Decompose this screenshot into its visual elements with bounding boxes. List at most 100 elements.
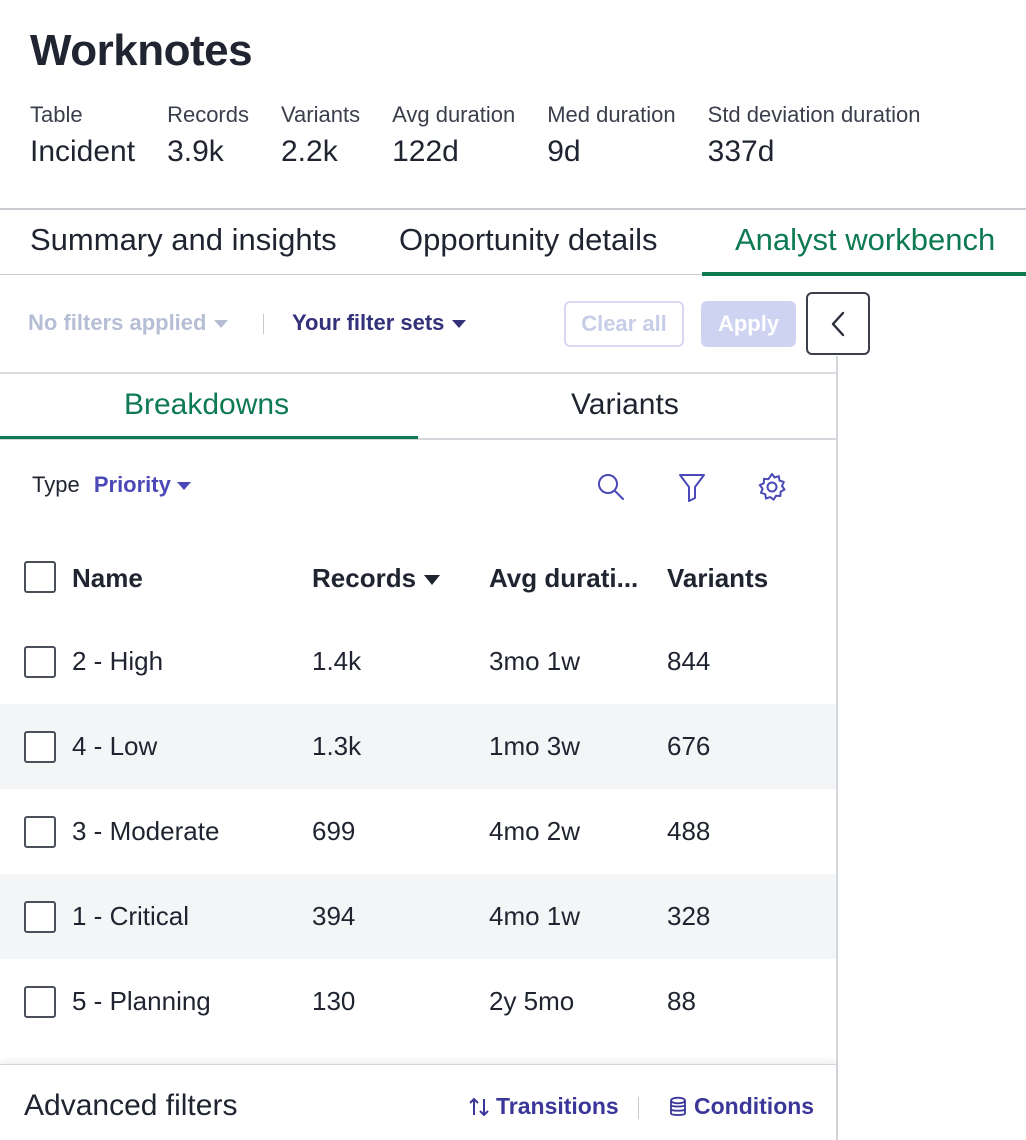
cell-name: 4 - Low	[72, 731, 158, 761]
row-checkbox[interactable]	[24, 901, 56, 933]
breakdown-table: Name Records Avg durati... Variants 2 - …	[0, 535, 836, 1044]
stat-variants: Variants 2.2k	[281, 100, 360, 172]
database-icon	[670, 1096, 686, 1116]
active-tab-indicator	[702, 272, 1026, 276]
filter-icon	[679, 474, 705, 502]
sort-desc-icon	[424, 575, 441, 586]
conditions-link[interactable]: Conditions	[668, 1093, 814, 1120]
filter-button[interactable]	[675, 470, 709, 504]
table-header: Name Records Avg durati... Variants	[0, 535, 836, 619]
type-label: Type	[32, 472, 80, 497]
cell-records: 1.4k	[312, 646, 362, 676]
cell-variants: 488	[667, 816, 711, 846]
cell-name: 1 - Critical	[72, 901, 190, 931]
table-row[interactable]: 1 - Critical 394 4mo 1w 328	[0, 874, 836, 959]
stat-std-duration: Std deviation duration 337d	[708, 100, 921, 172]
table-row[interactable]: 3 - Moderate 699 4mo 2w 488	[0, 789, 836, 874]
cell-variants: 676	[667, 731, 711, 761]
chevron-left-icon	[831, 311, 845, 336]
stats-bar: Table Incident Records 3.9k Variants 2.2…	[30, 100, 920, 172]
column-header-records[interactable]: Records	[312, 563, 441, 594]
stat-label: Variants	[281, 102, 361, 127]
sub-tabs: Breakdowns Variants	[0, 374, 836, 440]
cell-avg-duration: 4mo 1w	[489, 901, 581, 931]
divider	[263, 314, 264, 334]
caret-down-icon	[214, 320, 229, 329]
filter-bar: No filters applied Your filter sets Clea…	[0, 276, 836, 374]
cell-name: 3 - Moderate	[72, 816, 220, 846]
panel-divider	[836, 356, 838, 1140]
type-dropdown[interactable]: Priority	[94, 472, 191, 497]
column-header-avg-duration[interactable]: Avg durati...	[489, 563, 639, 593]
stat-value: 122d	[392, 135, 459, 168]
stat-label: Avg duration	[392, 102, 516, 127]
stat-value: Incident	[30, 135, 136, 168]
filter-sets-label: Your filter sets	[292, 310, 445, 335]
table-row[interactable]: 2 - High 1.4k 3mo 1w 844	[0, 619, 836, 704]
stat-med-duration: Med duration 9d	[547, 100, 675, 172]
cell-avg-duration: 1mo 3w	[489, 731, 581, 761]
table-row[interactable]: 4 - Low 1.3k 1mo 3w 676	[0, 704, 836, 789]
stat-label: Table	[30, 102, 83, 127]
search-icon	[598, 474, 624, 500]
no-filters-dropdown[interactable]: No filters applied	[28, 310, 229, 336]
type-selector: Type Priority	[32, 472, 191, 498]
stat-table: Table Incident	[30, 100, 135, 172]
cell-records: 1.3k	[312, 731, 362, 761]
settings-button[interactable]	[755, 470, 789, 504]
row-checkbox[interactable]	[24, 731, 56, 763]
cell-variants: 844	[667, 646, 711, 676]
tab-variants[interactable]: Variants	[571, 388, 679, 421]
active-subtab-indicator	[0, 436, 418, 439]
stat-avg-duration: Avg duration 122d	[392, 100, 515, 172]
select-all-checkbox[interactable]	[24, 561, 56, 593]
no-filters-label: No filters applied	[28, 310, 207, 335]
column-header-name[interactable]: Name	[72, 563, 143, 593]
advanced-filters-bar: Advanced filters Transitions Conditions	[0, 1064, 836, 1140]
stat-value: 337d	[707, 135, 775, 168]
tab-summary-and-insights[interactable]: Summary and insights	[30, 222, 337, 257]
stat-label: Records	[167, 102, 249, 127]
divider	[638, 1097, 639, 1119]
clear-all-button[interactable]: Clear all	[564, 301, 684, 347]
cell-records: 130	[312, 986, 356, 1016]
cell-records: 394	[312, 901, 356, 931]
transitions-label: Transitions	[496, 1093, 619, 1119]
search-button[interactable]	[594, 470, 628, 504]
stat-value: 2.2k	[281, 135, 338, 168]
tab-breakdowns[interactable]: Breakdowns	[124, 388, 290, 421]
transitions-link[interactable]: Transitions	[468, 1093, 619, 1120]
type-value: Priority	[93, 472, 171, 497]
cell-name: 2 - High	[72, 646, 164, 676]
cell-records: 699	[312, 816, 356, 846]
advanced-filters-title[interactable]: Advanced filters	[24, 1089, 238, 1122]
stat-records: Records 3.9k	[167, 100, 249, 172]
stat-value: 9d	[547, 135, 581, 168]
page-title: Worknotes	[30, 26, 253, 75]
main-tabs: Summary and insights Opportunity details…	[0, 208, 1026, 276]
cell-variants: 88	[667, 986, 696, 1016]
column-header-variants[interactable]: Variants	[667, 563, 769, 593]
caret-down-icon	[452, 320, 467, 329]
row-checkbox[interactable]	[24, 816, 56, 848]
collapse-panel-button[interactable]	[806, 292, 870, 355]
gear-icon	[758, 473, 786, 501]
cell-variants: 328	[667, 901, 711, 931]
sort-arrows-icon	[469, 1097, 489, 1116]
filter-sets-dropdown[interactable]: Your filter sets	[292, 310, 467, 336]
stat-value: 3.9k	[167, 135, 224, 168]
apply-button[interactable]: Apply	[701, 301, 796, 347]
cell-avg-duration: 2y 5mo	[489, 986, 575, 1016]
cell-avg-duration: 3mo 1w	[489, 646, 581, 676]
stat-label: Std deviation duration	[707, 102, 921, 127]
tab-opportunity-details[interactable]: Opportunity details	[399, 222, 658, 257]
caret-down-icon	[176, 482, 191, 491]
row-checkbox[interactable]	[24, 986, 56, 1018]
tab-analyst-workbench[interactable]: Analyst workbench	[735, 222, 996, 257]
row-checkbox[interactable]	[24, 646, 56, 678]
table-row[interactable]: 5 - Planning 130 2y 5mo 88	[0, 959, 836, 1044]
stat-label: Med duration	[547, 102, 676, 127]
cell-avg-duration: 4mo 2w	[489, 816, 581, 846]
column-header-records-label: Records	[312, 563, 417, 593]
conditions-label: Conditions	[694, 1093, 815, 1119]
